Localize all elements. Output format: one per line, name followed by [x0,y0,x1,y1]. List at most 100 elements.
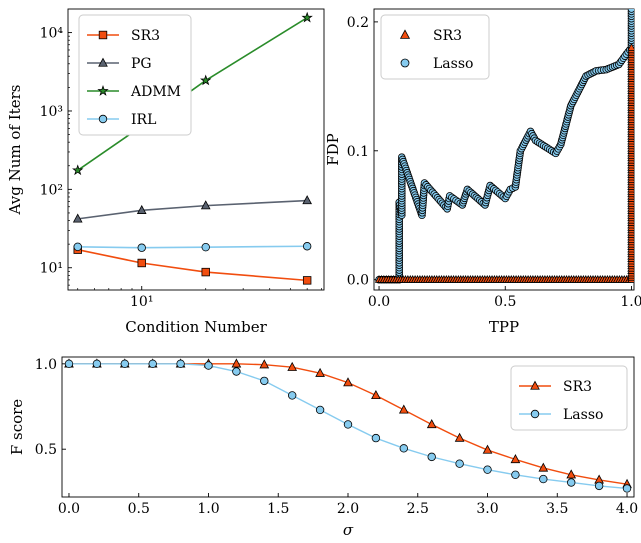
x-axis-label: σ [343,521,354,539]
data-point-sr3 [259,359,270,369]
legend-marker-admm [97,85,109,96]
legend-marker-pg [98,57,108,67]
data-point-lasso [483,465,492,474]
legend-label-irl: IRL [131,112,156,128]
plot-area [374,9,634,284]
x-tick-label: 2.5 [407,501,429,517]
chart-iterations-vs-condition: 10¹ 10¹ 10² 10³ 10⁴ Condition Number Avg Num o… [6,8,325,336]
x-tick-label: 0.0 [58,501,80,517]
data-point-lasso [204,361,213,370]
legend-label-pg: PG [131,56,152,72]
data-point-sr3 [566,469,577,479]
x-tick-label: 1.0 [197,501,219,517]
data-point-sr3 [510,454,521,464]
x-tick-label: 0.5 [494,294,516,310]
data-point-sr3 [371,390,381,400]
data-point-sr3 [538,462,549,472]
y-tick-label: 10⁴ [40,26,64,42]
data-point-admm [72,164,84,176]
data-point-sr3 [287,361,298,371]
data-point-lasso [539,474,548,484]
y-tick-label: 0.1 [347,144,369,160]
series-line-sr3 [77,248,308,282]
y-axis-label: Avg Num of Iters [6,85,24,216]
y-tick-label: 10² [40,182,63,198]
data-point-lasso [594,481,604,491]
data-point-lasso [567,478,576,487]
data-point-admm [200,74,212,86]
x-tick-label: 1.0 [620,294,641,310]
legend-label-sr3: SR3 [433,28,462,44]
legend-marker-lasso [400,58,410,68]
data-point-sr3 [231,358,242,368]
x-axis-label: Condition Number [125,318,267,336]
data-point-lasso [92,359,102,369]
data-point-pg [136,204,147,214]
chart-fdp-vs-tpp: 0.0 0.5 1.0 0.0 0.1 0.2 TPP FDP SR3 Lasso [324,8,641,336]
x-axis-label: TPP [489,318,519,336]
data-point-pg [200,200,211,210]
data-point-lasso [287,391,297,400]
data-point-irl [73,242,82,251]
data-point-lasso [455,459,464,468]
legend-marker-lasso [530,409,540,419]
data-point-irl [302,242,312,251]
y-axis-label: F score [8,399,26,455]
legend-label-sr3: SR3 [131,28,160,44]
data-point-sr3 [426,419,437,429]
data-point-lasso [232,367,241,376]
x-tick-label: 1.5 [267,501,289,517]
data-point-lasso [427,452,436,462]
data-point-irl [137,243,146,252]
data-point-sr3 [343,377,353,387]
legend-marker-sr3 [530,380,540,390]
data-point-lasso [399,444,409,453]
y-tick-label: 10³ [40,104,63,120]
data-point-sr3 [302,276,312,285]
y-tick-label: 0.2 [347,15,369,31]
data-point-lasso [511,470,520,480]
x-tick-label: 3.0 [476,501,498,517]
data-point-lasso [627,9,634,13]
data-point-sr3 [201,267,210,277]
data-point-lasso [315,405,325,415]
legend-label-admm: ADMM [130,84,181,100]
y-tick-label: 0.0 [347,273,369,289]
y-tick-label: 10¹ [40,261,63,277]
series-line-irl [77,245,308,249]
x-tick-label: 10¹ [130,294,153,310]
data-point-sr3 [315,367,325,377]
data-point-pg [302,195,313,205]
y-tick-label: 1.0 [35,357,57,373]
data-point-admm [301,11,313,23]
data-point-sr3 [398,404,409,414]
x-tick-label: 0.0 [368,294,390,310]
x-tick-label: 4.0 [616,501,638,517]
data-point-sr3 [482,444,493,454]
data-point-lasso [260,376,269,386]
x-tick-label: 0.5 [128,501,150,517]
legend-marker-sr3 [399,29,411,39]
plot-frame [67,8,325,291]
y-tick-label: 0.5 [35,442,57,458]
data-point-lasso [120,359,129,369]
legend-label-lasso: Lasso [563,407,603,423]
chart-fscore-vs-sigma: 0.0 0.5 1.0 1.5 2.0 2.5 3.0 3.5 4.0 0.5 1.0 σ F scor… [8,356,638,539]
data-point-sr3 [627,42,634,51]
data-point-lasso [622,484,632,493]
x-tick-label: 3.5 [546,501,568,517]
data-point-irl [201,242,210,252]
y-axis-label: FDP [324,133,342,166]
data-point-lasso [343,420,353,429]
data-point-lasso [64,359,74,369]
legend-label-sr3: SR3 [563,379,592,395]
legend-label-lasso: Lasso [433,56,473,72]
legend-marker-irl [98,114,108,124]
data-point-sr3 [137,258,146,268]
data-point-lasso [176,359,185,369]
data-point-pg [72,213,83,223]
x-tick-label: 2.0 [337,501,359,517]
legend-marker-sr3 [98,30,108,40]
series-line-pg [77,199,308,220]
